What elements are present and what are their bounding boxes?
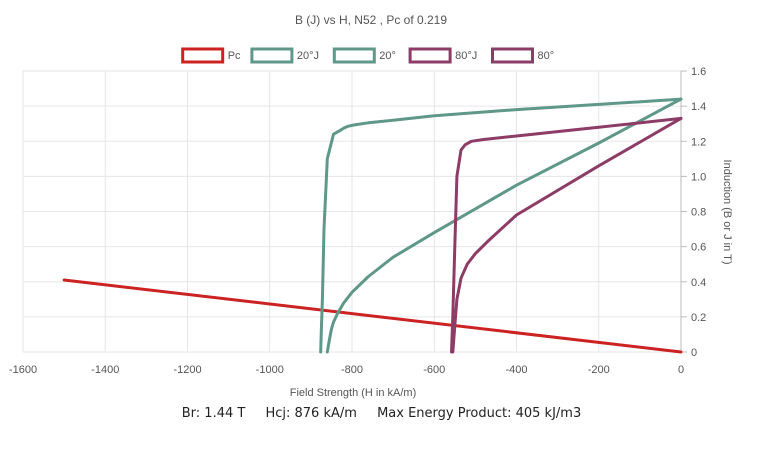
x-tick-label: -200 [588, 364, 610, 376]
legend-label: 80° [538, 50, 555, 62]
y-axis-label: Induction (B or J in T) [721, 160, 733, 265]
x-tick-label: -1200 [173, 364, 201, 376]
legend-item-80j[interactable]: 80°J [408, 47, 477, 64]
y-tick-label: 1.4 [691, 101, 706, 113]
y-tick-label: 1.2 [691, 136, 706, 148]
y-tick-label: 0 [691, 347, 697, 359]
x-tick-label: -1600 [9, 364, 37, 376]
grid [22, 70, 682, 353]
legend-item-pc[interactable]: Pc [181, 47, 241, 64]
legend-label: Pc [228, 50, 241, 62]
y-tick-label: 0.6 [691, 242, 706, 254]
bh-chart: B (J) vs H, N52 , Pc of 0.219 Pc 20°J 20° 8… [9, 13, 733, 399]
legend-swatch [332, 47, 376, 64]
legend-item-80[interactable]: 80° [491, 47, 555, 64]
series-lines [62, 97, 683, 354]
y-axis-ticks: 0 0.2 0.4 0.6 0.8 1.0 1.2 1.4 1.6 [680, 66, 706, 359]
series-line-20 [325, 97, 683, 354]
series-line-20j [319, 97, 683, 354]
y-tick-label: 0.4 [691, 277, 706, 289]
series-line-pc [62, 278, 683, 354]
y-tick-label: 1.6 [691, 66, 706, 78]
x-tick-label: 0 [678, 364, 684, 376]
legend-swatch [181, 47, 225, 64]
series-line-80 [451, 116, 683, 354]
legend-label: 80°J [455, 50, 477, 62]
series-line-80j [450, 116, 683, 354]
legend-swatch [250, 47, 294, 64]
legend-label: 20°J [297, 50, 319, 62]
x-tick-label: -400 [505, 364, 527, 376]
y-tick-label: 0.8 [691, 207, 706, 219]
energy-product-value: Max Energy Product: 405 kJ/m3 [377, 406, 582, 421]
x-tick-label: -600 [423, 364, 445, 376]
hcj-value: Hcj: 876 kA/m [265, 406, 357, 421]
y-tick-label: 0.2 [691, 312, 706, 324]
legend[interactable]: Pc 20°J 20° 80°J 80° [181, 47, 555, 64]
magnet-summary: Br: 1.44 T Hcj: 876 kA/m Max Energy Prod… [0, 406, 763, 421]
br-value: Br: 1.44 T [181, 406, 246, 421]
chart-title: B (J) vs H, N52 , Pc of 0.219 [295, 13, 447, 27]
x-axis-ticks: -1600 -1400 -1200 -1000 -800 -600 -400 -200 0 [9, 364, 684, 376]
x-tick-label: -1000 [256, 364, 284, 376]
y-tick-label: 1.0 [691, 171, 706, 183]
legend-item-20j[interactable]: 20°J [250, 47, 319, 64]
legend-item-20[interactable]: 20° [332, 47, 396, 64]
x-tick-label: -1400 [91, 364, 119, 376]
x-axis-label: Field Strength (H in kA/m) [290, 387, 417, 399]
legend-swatch [491, 47, 534, 64]
legend-label: 20° [379, 50, 396, 62]
x-tick-label: -800 [341, 364, 363, 376]
legend-swatch [408, 47, 452, 64]
